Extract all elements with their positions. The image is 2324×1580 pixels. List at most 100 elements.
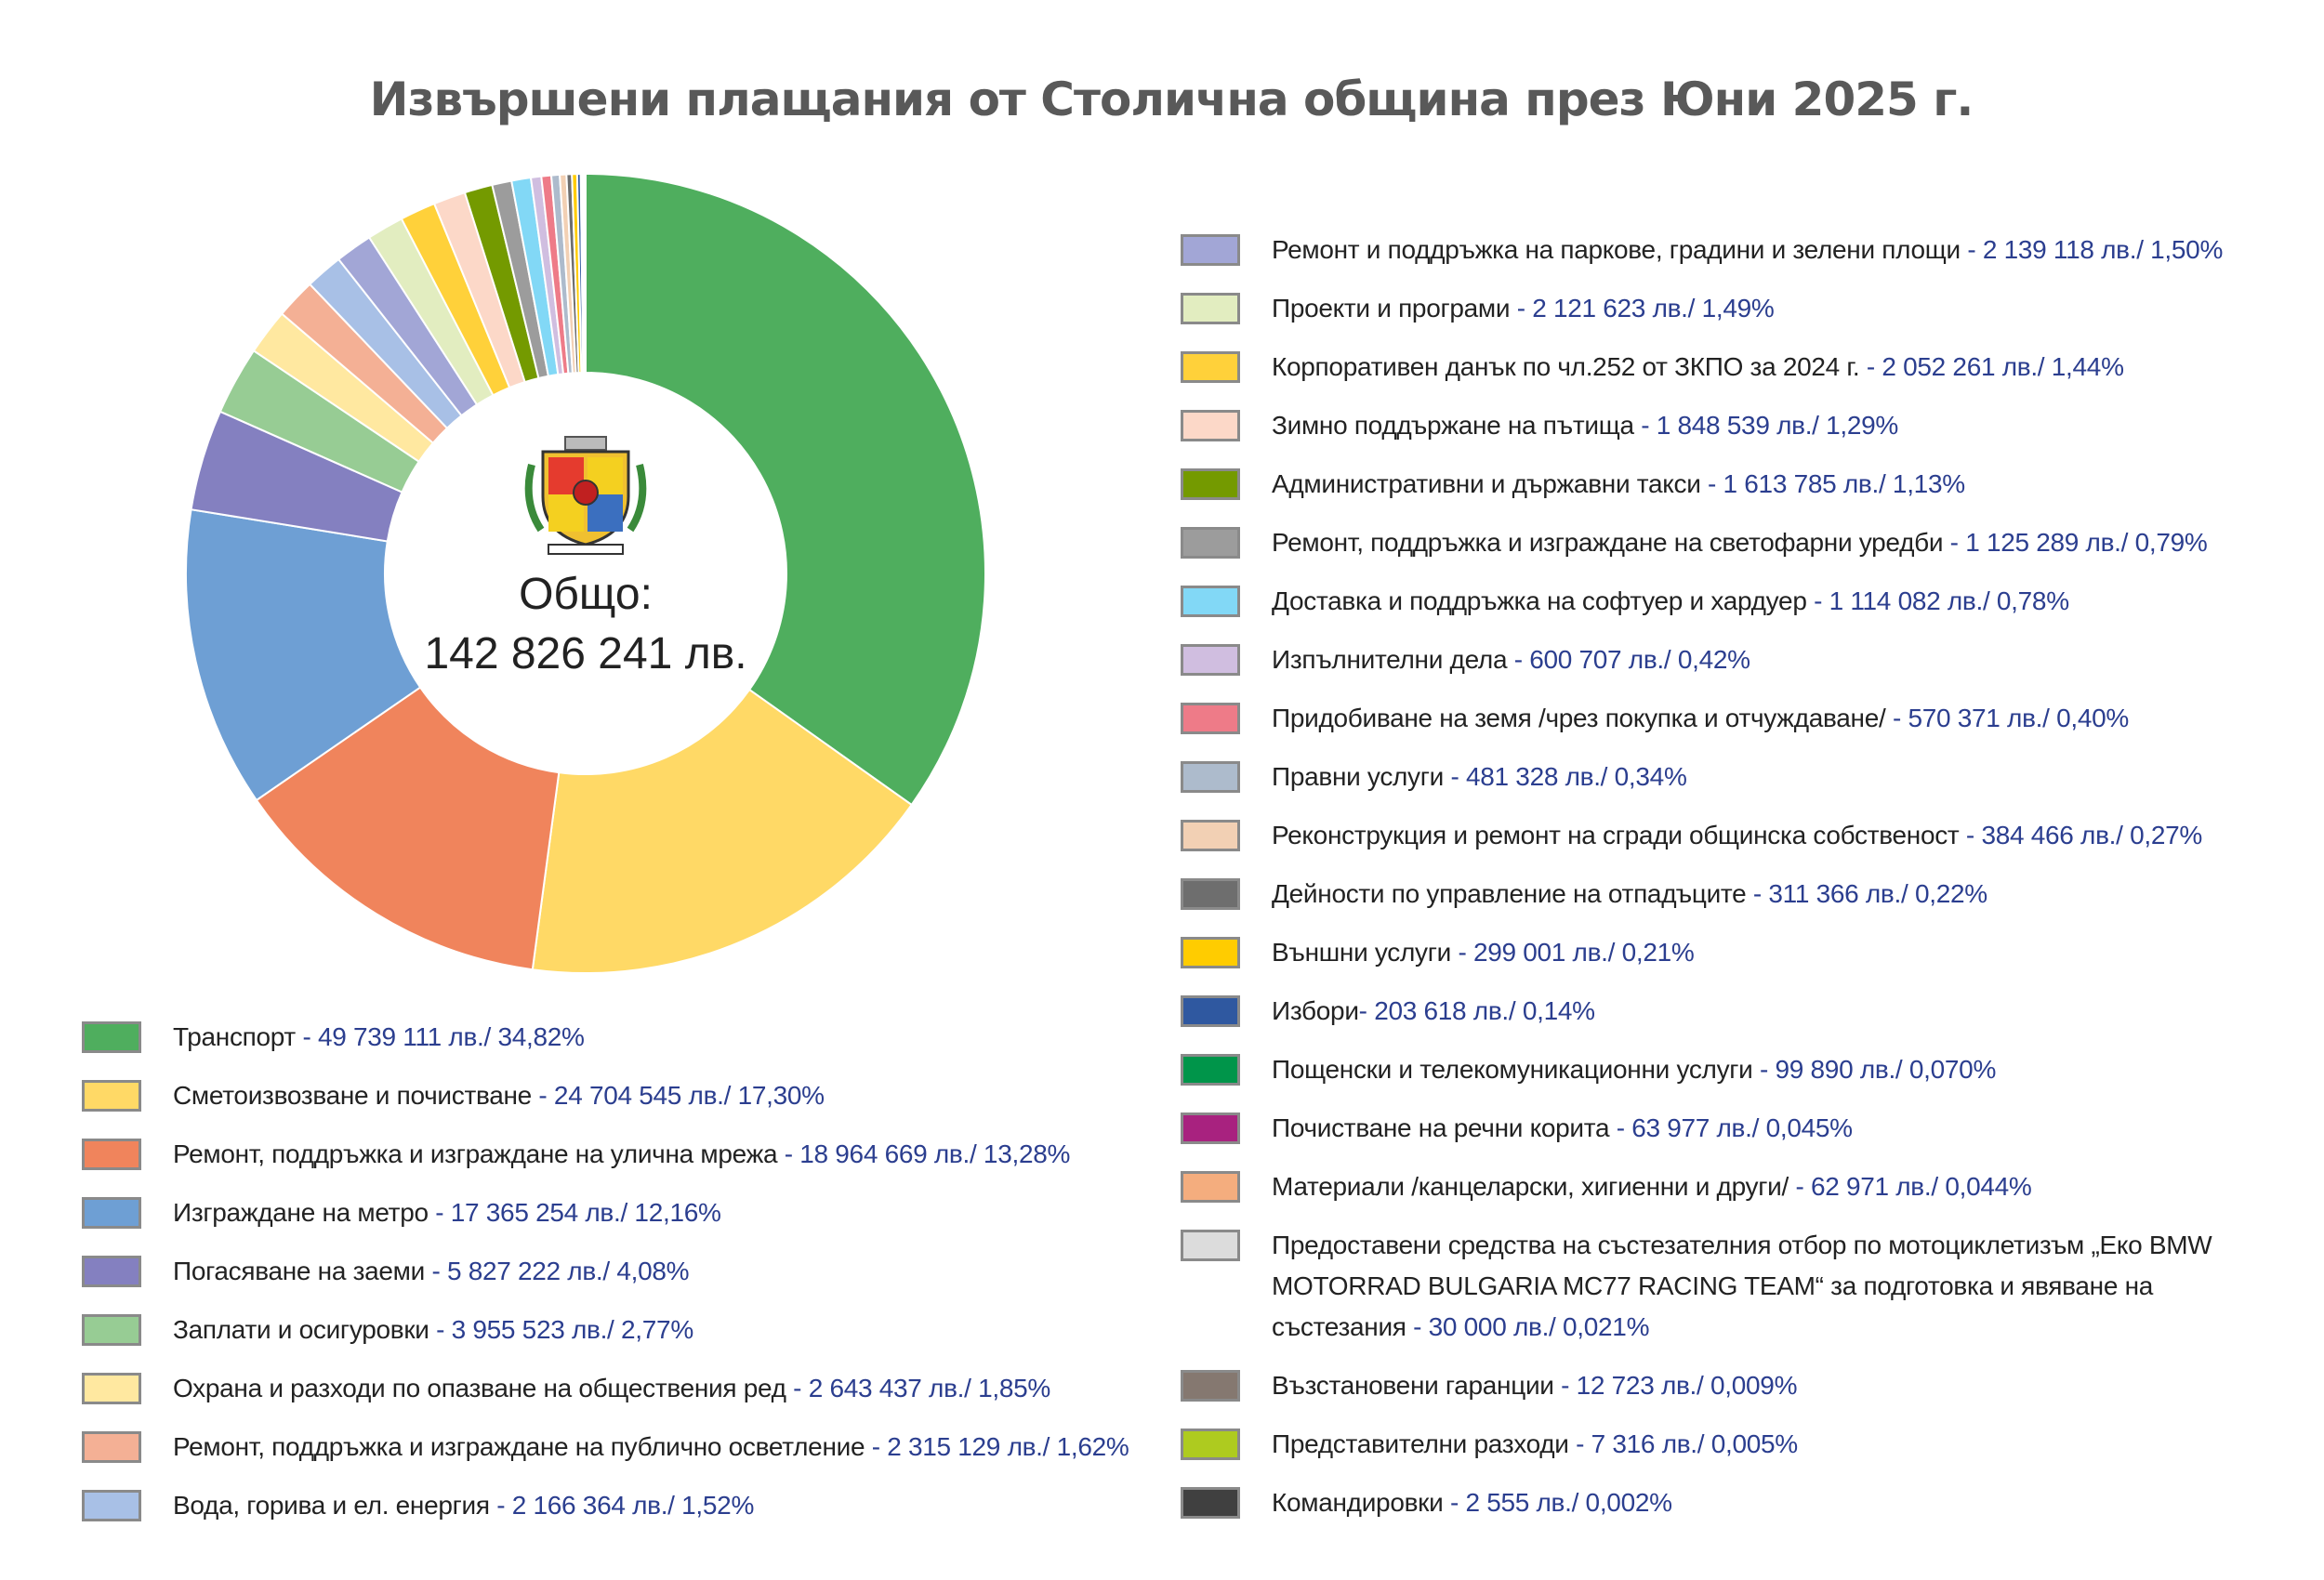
legend-value: 1 114 082 лв./ 0,78% [1829, 586, 2070, 615]
legend-label: Погасяване на заеми [173, 1256, 425, 1285]
legend-label: Правни услуги [1272, 761, 1445, 791]
legend-swatch [1181, 936, 1240, 968]
legend-label: Командировки [1272, 1487, 1444, 1517]
legend-label: Корпоративен данък по чл.252 от ЗКПО за … [1272, 351, 1860, 381]
chart-title: Извършени плащания от Столична община пр… [369, 72, 1974, 126]
legend-value: 49 739 111 лв./ 34,82% [317, 1021, 585, 1051]
legend-swatch [1181, 409, 1240, 441]
total-label: Общо: [519, 570, 653, 619]
legend-label: Външни услуги [1272, 937, 1451, 967]
legend-label: Доставка и поддръжка на софтуер и хардуе… [1272, 586, 1807, 615]
donut-chart [185, 172, 986, 974]
legend-item: Охрана и разходи по опазване на обществе… [82, 1359, 1129, 1417]
legend-item: Правни услуги - 481 328 лв./ 0,34% [1181, 747, 2276, 806]
total-value: 142 826 241 лв. [424, 629, 747, 678]
legend-item: Пощенски и телекомуникационни услуги - 9… [1181, 1040, 2276, 1099]
legend-value: 63 977 лв./ 0,045% [1631, 1113, 1853, 1142]
legend-value: 24 704 545 лв./ 17,30% [553, 1080, 825, 1110]
legend-swatch [1181, 526, 1240, 559]
legend-item: Представителни разходи - 7 316 лв./ 0,00… [1181, 1415, 2276, 1473]
legend-label: Транспорт [173, 1021, 296, 1051]
legend-value: 570 371 лв./ 0,40% [1908, 703, 2129, 732]
legend-item: Зимно поддържане на пътища - 1 848 539 л… [1181, 396, 2276, 454]
legend-item: Реконструкция и ремонт на сгради общинск… [1181, 806, 2276, 864]
legend-label: Проекти и програми [1272, 293, 1511, 323]
legend-value: 18 964 669 лв./ 13,28% [799, 1139, 1071, 1168]
legend-label: Ремонт, поддръжка и изграждане на светоф… [1272, 527, 1944, 557]
legend-value: 5 827 222 лв./ 4,08% [446, 1256, 690, 1285]
legend-item: Заплати и осигуровки - 3 955 523 лв./ 2,… [82, 1300, 1129, 1359]
legend-label: Ремонт, поддръжка и изграждане на публич… [173, 1431, 865, 1461]
donut-slice [185, 508, 422, 802]
legend-label: Ремонт, поддръжка и изграждане на улична… [173, 1139, 778, 1168]
legend-value: 2 315 129 лв./ 1,62% [887, 1431, 1129, 1461]
legend-value: 3 955 523 лв./ 2,77% [451, 1314, 694, 1344]
legend-value: 30 000 лв./ 0,021% [1428, 1311, 1650, 1341]
legend-swatch [1181, 1053, 1240, 1086]
legend-swatch [1181, 877, 1240, 910]
legend-value: 2 121 623 лв./ 1,49% [1532, 293, 1775, 323]
legend-item: Сметоизвозване и почистване - 24 704 545… [82, 1066, 1129, 1125]
legend-value: 481 328 лв./ 0,34% [1466, 761, 1687, 791]
legend-swatch [82, 1313, 141, 1346]
legend-label: Изпълнителни дела [1272, 644, 1508, 674]
legend-label: Вода, горива и ел. енергия [173, 1490, 490, 1520]
legend-label: Представителни разходи [1272, 1429, 1569, 1458]
legend-swatch [1181, 1112, 1240, 1144]
legend-swatch [82, 1196, 141, 1229]
legend-label: Почистване на речни корита [1272, 1113, 1610, 1142]
legend-swatch [82, 1372, 141, 1404]
legend-item: Административни и държавни такси - 1 613… [1181, 454, 2276, 513]
donut-slice [531, 688, 914, 974]
legend-item: Почистване на речни корита - 63 977 лв./… [1181, 1099, 2276, 1157]
legend-item: Ремонт и поддръжка на паркове, градини и… [1181, 220, 2276, 279]
legend-label: Административни и държавни такси [1272, 468, 1701, 498]
legend-swatch [1181, 760, 1240, 793]
legend-swatch [82, 1489, 141, 1521]
legend-label: Зимно поддържане на пътища [1272, 410, 1634, 440]
legend-swatch [1181, 1369, 1240, 1402]
legend-left: Транспорт - 49 739 111 лв./ 34,82% Сметои… [82, 1007, 1129, 1534]
legend-item: Придобиване на земя /чрез покупка и отчу… [1181, 689, 2276, 747]
legend-value: 7 316 лв./ 0,005% [1591, 1429, 1799, 1458]
legend-label: Избори [1272, 995, 1359, 1025]
legend-value: 311 366 лв./ 0,22% [1768, 878, 1987, 908]
legend-label: Заплати и осигуровки [173, 1314, 429, 1344]
legend-swatch [1181, 292, 1240, 324]
legend-item: Предоставени средства на състезателния о… [1181, 1216, 2276, 1356]
legend-swatch [1181, 350, 1240, 383]
legend-value: 1 613 785 лв./ 1,13% [1723, 468, 1966, 498]
legend-item: Избори- 203 618 лв./ 0,14% [1181, 981, 2276, 1040]
legend-value: 17 365 254 лв./ 12,16% [450, 1197, 721, 1227]
legend-label: Ремонт и поддръжка на паркове, градини и… [1272, 234, 1961, 264]
legend-item: Транспорт - 49 739 111 лв./ 34,82% [82, 1007, 1129, 1066]
legend-swatch [82, 1079, 141, 1112]
legend-value: 1 125 289 лв./ 0,79% [1965, 527, 2208, 557]
legend-item: Ремонт, поддръжка и изграждане на улична… [82, 1125, 1129, 1183]
legend-swatch [1181, 233, 1240, 266]
legend-label: Реконструкция и ремонт на сгради общинск… [1272, 820, 1960, 849]
legend-item: Възстановени гаранции - 12 723 лв./ 0,00… [1181, 1356, 2276, 1415]
donut-slice [585, 172, 986, 807]
donut-slices [185, 172, 986, 974]
legend-value: 384 466 лв./ 0,27% [1981, 820, 2202, 849]
legend-value: 62 971 лв./ 0,044% [1810, 1171, 2032, 1201]
legend-item: Ремонт, поддръжка и изграждане на публич… [82, 1417, 1129, 1476]
legend-swatch [1181, 467, 1240, 500]
legend-swatch [82, 1138, 141, 1170]
legend-value: 99 890 лв./ 0,070% [1775, 1054, 1997, 1084]
legend-label: Охрана и разходи по опазване на обществе… [173, 1373, 786, 1402]
legend-swatch [82, 1255, 141, 1287]
legend-swatch [1181, 702, 1240, 734]
legend-label: Изграждане на метро [173, 1197, 429, 1227]
legend-item: Изпълнителни дела - 600 707 лв./ 0,42% [1181, 630, 2276, 689]
legend-item: Външни услуги - 299 001 лв./ 0,21% [1181, 923, 2276, 981]
legend-item: Корпоративен данък по чл.252 от ЗКПО за … [1181, 337, 2276, 396]
legend-label: Предоставени средства на състезателния о… [1272, 1230, 2212, 1341]
legend-swatch [82, 1020, 141, 1053]
legend-swatch [1181, 1428, 1240, 1460]
sofia-coat-of-arms-icon [524, 436, 647, 555]
legend-value: 203 618 лв./ 0,14% [1374, 995, 1595, 1025]
legend-right: Ремонт и поддръжка на паркове, градини и… [1181, 220, 2276, 1532]
legend-swatch [1181, 994, 1240, 1027]
